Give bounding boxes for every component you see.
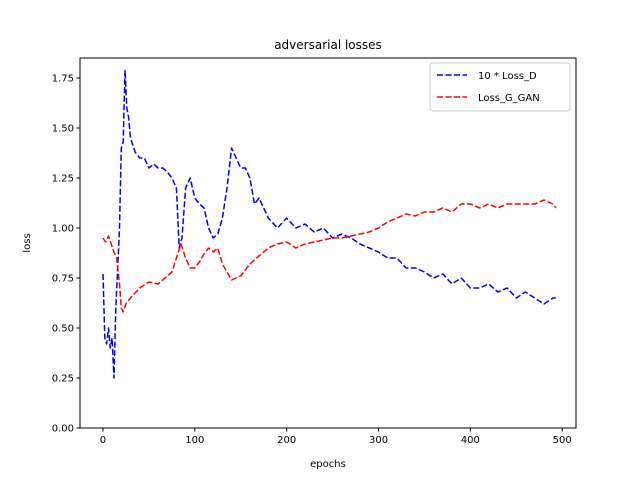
plot-area	[102, 69, 557, 379]
y-axis-label: loss	[22, 233, 33, 252]
x-tick-label: 100	[185, 435, 204, 446]
y-tick-label: 0.75	[52, 274, 74, 285]
x-tick-label: 200	[277, 435, 296, 446]
y-tick-label: 1.50	[52, 124, 74, 135]
y-axis: 0.00 0.25 0.50 0.75 1.00 1.25 1.50 1.75	[52, 74, 80, 435]
y-tick-label: 0.00	[52, 424, 74, 435]
axes-frame	[79, 57, 577, 429]
x-tick-label: 500	[553, 435, 572, 446]
y-tick-label: 1.25	[52, 174, 74, 185]
chart-title: adversarial losses	[274, 38, 382, 52]
y-tick-label: 1.75	[52, 74, 74, 85]
legend-label-loss-d: 10 * Loss_D	[478, 71, 537, 82]
x-tick-label: 400	[461, 435, 480, 446]
x-axis-label: epochs	[310, 459, 346, 470]
x-axis: 0 100 200 300 400 500	[100, 428, 572, 446]
x-tick-label: 0	[100, 435, 106, 446]
y-tick-label: 0.50	[52, 324, 74, 335]
legend: 10 * Loss_D Loss_G_GAN	[429, 62, 571, 112]
series-line-loss-g-gan	[102, 199, 557, 313]
y-tick-label: 1.00	[52, 224, 74, 235]
legend-label-loss-g-gan: Loss_G_GAN	[478, 93, 540, 104]
y-tick-label: 0.25	[52, 374, 74, 385]
series-line-loss-d	[102, 69, 556, 379]
x-tick-label: 300	[369, 435, 388, 446]
